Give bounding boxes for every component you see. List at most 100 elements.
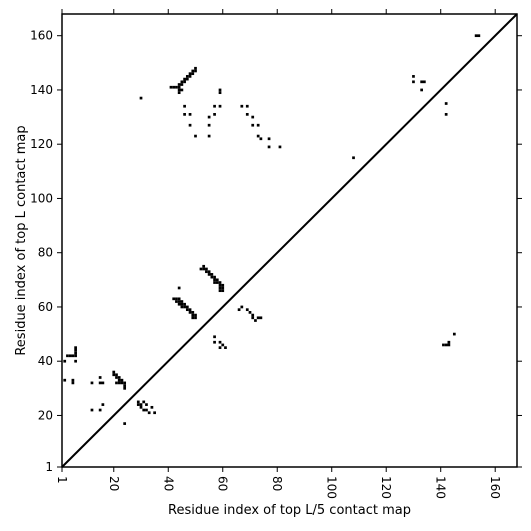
upper-contact-cell [188, 123, 192, 127]
lower-contact-cell [66, 354, 69, 358]
upper-contact-cell [240, 104, 244, 108]
upper-contact-cell [444, 113, 448, 116]
lower-contact-cell [98, 376, 102, 379]
lower-contact-cell [117, 378, 121, 382]
lower-contact-cell [213, 340, 216, 344]
upper-contact-cell [256, 134, 260, 138]
lower-contact-cell [139, 403, 143, 406]
lower-contact-cell [213, 335, 216, 339]
lower-contact-cell [90, 408, 94, 412]
lower-contact-cell [150, 405, 154, 409]
y-axis-label: Residue index of top L contact map [14, 125, 29, 355]
upper-contact-cell [194, 134, 197, 138]
upper-contact-cell [183, 80, 186, 84]
x-tick-label: 20 [107, 476, 121, 491]
lower-contact-cell [112, 373, 116, 377]
y-tick-label: 1 [45, 460, 53, 474]
lower-contact-cell [117, 376, 121, 379]
lower-contact-cell [442, 343, 445, 347]
y-tick-label: 40 [38, 354, 53, 368]
lower-contact-cell [123, 381, 127, 385]
upper-contact-cell [175, 85, 178, 89]
lower-contact-cell [199, 267, 203, 271]
lower-contact-cell [123, 384, 127, 387]
upper-contact-cell [194, 66, 197, 70]
upper-contact-cell [191, 69, 195, 73]
upper-contact-cell [172, 85, 176, 89]
upper-contact-cell [477, 34, 481, 38]
lower-contact-cell [183, 302, 186, 306]
lower-contact-cell [444, 343, 448, 347]
upper-contact-cell [251, 115, 255, 119]
upper-contact-cell [267, 145, 271, 149]
lower-contact-cell [123, 422, 127, 425]
upper-contact-cell [185, 77, 189, 81]
upper-contact-cell [183, 77, 186, 81]
lower-contact-cell [185, 305, 189, 309]
lower-contact-cell [98, 381, 102, 385]
lower-contact-cell [221, 289, 225, 293]
upper-contact-cell [207, 123, 211, 127]
lower-contact-cell [194, 316, 197, 320]
upper-contact-cell [352, 156, 355, 160]
x-axis-ticks: 1 20 40 60 80 100 120 140 160 [55, 9, 502, 499]
lower-contact-cell [245, 308, 249, 312]
upper-contact-cell [412, 80, 415, 84]
upper-contact-cell [213, 113, 216, 116]
lower-contact-cell [112, 370, 116, 374]
upper-contact-cell [139, 96, 143, 100]
x-axis-label: Residue index of top L/5 contact map [168, 503, 411, 518]
upper-contact-cell [183, 104, 186, 108]
upper-contact-cell [180, 83, 184, 86]
lower-contact-cell [215, 278, 219, 282]
lower-contact-cell [147, 411, 151, 415]
lower-contact-cell [120, 381, 124, 385]
upper-contact-cell [213, 104, 216, 108]
lower-contact-cell [120, 378, 124, 382]
upper-contact-cell [177, 83, 181, 86]
upper-contact-cell [183, 113, 186, 116]
upper-contact-cell [218, 88, 222, 92]
x-tick-label: 160 [488, 476, 502, 499]
upper-contact-cell [278, 145, 282, 149]
lower-contact-cell [115, 381, 118, 385]
upper-contact-cell [185, 75, 189, 78]
y-tick-label: 140 [30, 83, 53, 97]
lower-contact-cell [74, 359, 77, 363]
lower-contact-cell [207, 273, 211, 276]
x-tick-label: 120 [379, 476, 393, 499]
lower-contact-cell [218, 346, 222, 349]
lower-contact-cell [142, 400, 146, 404]
lower-contact-cell [115, 376, 118, 379]
lower-contact-cell [259, 316, 263, 320]
lower-contact-cell [224, 346, 227, 349]
lower-contact-cell [145, 403, 148, 406]
lower-contact-cell [74, 351, 77, 355]
lower-contact-cell [218, 286, 222, 290]
lower-contact-cell [218, 289, 222, 293]
lower-contact-cell [172, 297, 176, 301]
lower-contact-cell [115, 373, 118, 377]
upper-contact-cell [256, 123, 260, 127]
upper-contact-cell [423, 80, 426, 84]
lower-contact-cell [194, 313, 197, 317]
diagonal-line [61, 13, 518, 468]
lower-contact-cell [210, 275, 214, 279]
lower-contact-cell [74, 349, 77, 352]
lower-contact-cell [202, 267, 206, 271]
upper-contact-cell [177, 88, 181, 92]
upper-contact-cell [188, 75, 192, 78]
x-tick-label: 140 [434, 476, 448, 499]
lower-contact-cell [251, 313, 255, 317]
x-tick-label: 1 [55, 476, 69, 484]
upper-contact-cell [218, 91, 222, 95]
lower-contact-cell [210, 273, 214, 276]
lower-contact-cell [188, 308, 192, 312]
upper-contact-cell [177, 91, 181, 95]
lower-contact-cell [218, 340, 222, 344]
upper-contact-cell [245, 113, 249, 116]
lower-contact-cell [188, 311, 192, 314]
lower-contact-cell [101, 381, 105, 385]
lower-contact-cell [447, 343, 451, 347]
